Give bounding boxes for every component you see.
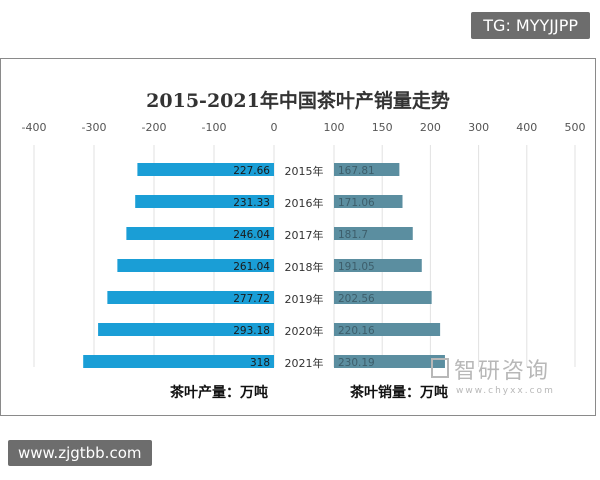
data-label-production: 318 [250,357,270,369]
bar-production [117,259,274,272]
logo-text: 智研咨询 [454,359,550,384]
bar-sales [334,227,413,240]
bar-production [126,227,274,240]
category-label: 2016年 [285,196,324,210]
bar-production [137,163,274,176]
data-label-sales: 191.05 [338,261,375,273]
x-tick-label-left: -300 [82,121,107,134]
x-tick-label-left: -200 [142,121,167,134]
butterfly-bar-chart: 2015-2021年中国茶叶产销量走势 -400 -300 -200 -100 0 100… [22,89,586,401]
bar-sales [334,259,422,272]
legend: 茶叶产量：万吨 茶叶销量：万吨 [169,384,448,401]
data-label-sales: 181.7 [338,229,368,241]
x-tick-label-right: 400 [516,121,537,134]
logo-url: www.chyxx.com [456,386,555,396]
x-tick-label-right: 100 [324,121,345,134]
brand-logo: 智研咨询 www.chyxx.com [431,358,555,396]
category-label: 2017年 [285,228,324,242]
data-labels: 227.66 167.81 231.33 171.06 246.04 181.7 261.0… [233,165,375,369]
x-tick-label-right: 500 [565,121,586,134]
category-labels: 2015年 2016年 2017年 2018年 2019年 2020年 2021年 [285,164,324,370]
legend-sales: 茶叶销量：万吨 [349,384,448,401]
category-label: 2020年 [285,324,324,338]
x-tick-label-left: 0 [271,121,278,134]
category-label: 2015年 [285,164,324,178]
watermark-bottom: www.zjgtbb.com [8,440,152,466]
bar-sales [334,323,441,336]
category-label: 2019年 [285,292,324,306]
logo-mark-icon [431,358,449,378]
bar-sales [334,355,445,368]
bar-production [135,195,274,208]
data-label-sales: 171.06 [338,197,375,209]
data-label-production: 261.04 [233,261,270,273]
axis-tick-labels: -400 -300 -200 -100 0 100 150 200 300 400 500 [22,121,586,134]
category-label: 2021年 [285,356,324,370]
grid-lines [33,145,576,367]
data-label-sales: 230.19 [338,357,375,369]
bars [83,163,445,368]
data-label-sales: 167.81 [338,165,375,177]
watermark-top: TG: MYYJJPP [471,12,590,39]
data-label-production: 277.72 [233,293,270,305]
chart-frame: 2015-2021年中国茶叶产销量走势 -400 -300 -200 -100 0 100… [0,58,596,416]
data-label-production: 227.66 [233,165,270,177]
bar-sales [334,291,432,304]
bar-sales [334,195,403,208]
bar-production [83,355,274,368]
data-label-production: 293.18 [233,325,270,337]
x-tick-label-right: 150 [372,121,393,134]
legend-production: 茶叶产量：万吨 [169,384,268,401]
x-tick-label-right: 300 [468,121,489,134]
bar-production [98,323,274,336]
x-tick-label-right: 200 [420,121,441,134]
x-tick-label-left: -400 [22,121,47,134]
x-tick-label-left: -100 [202,121,227,134]
chart-title: 2015-2021年中国茶叶产销量走势 [146,89,450,112]
bar-production [107,291,274,304]
bar-sales [334,163,400,176]
data-label-production: 231.33 [233,197,270,209]
data-label-sales: 202.56 [338,293,375,305]
data-label-production: 246.04 [233,229,270,241]
category-label: 2018年 [285,260,324,274]
data-label-sales: 220.16 [338,325,375,337]
